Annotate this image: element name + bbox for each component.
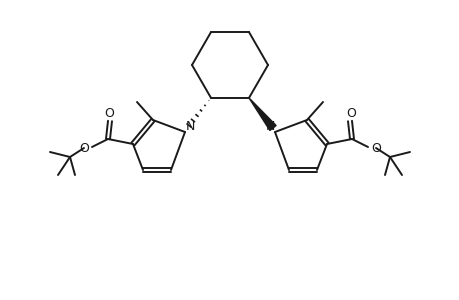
Text: N: N (185, 119, 194, 133)
Polygon shape (248, 98, 275, 130)
Text: O: O (345, 106, 355, 119)
Text: O: O (104, 106, 114, 119)
Text: N: N (265, 119, 274, 133)
Text: O: O (79, 142, 89, 154)
Text: O: O (370, 142, 380, 154)
